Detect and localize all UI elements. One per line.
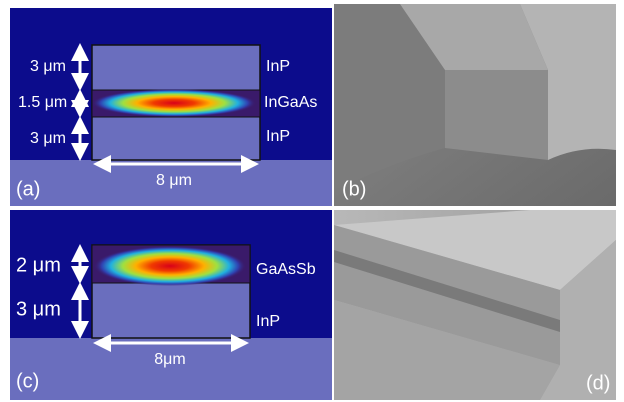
panel-c: 2 μm 3 μm GaAsSb InP 8μm (c) <box>10 210 332 400</box>
sem-ridge-face <box>445 70 548 160</box>
figure: 3 μm 1.5 μm 3 μm InP InGaAs InP 8 μm (a)… <box>0 0 624 402</box>
dimension-label: 1.5 μm <box>18 94 67 111</box>
dimension-label: 2 μm <box>16 254 61 276</box>
layer-label: InGaAs <box>264 94 317 111</box>
layer-label: InP <box>266 58 290 75</box>
panel-label: (a) <box>16 178 40 200</box>
width-label: 8 μm <box>156 172 192 189</box>
dimension-label: 3 μm <box>30 130 66 147</box>
optical-mode <box>92 89 256 117</box>
panel-label: (d) <box>586 372 610 394</box>
substrate <box>10 338 332 400</box>
panel-d: (d) <box>334 210 616 400</box>
optical-mode <box>94 246 246 286</box>
layer-label: GaAsSb <box>256 261 316 278</box>
dimension-label: 3 μm <box>16 298 61 320</box>
panel-label: (c) <box>16 370 39 392</box>
panel-label: (b) <box>342 178 366 200</box>
width-label: 8μm <box>154 351 185 368</box>
dimension-label: 3 μm <box>30 58 66 75</box>
layer-label: InP <box>266 128 290 145</box>
layer-label: InP <box>256 313 280 330</box>
panel-a: 3 μm 1.5 μm 3 μm InP InGaAs InP 8 μm (a) <box>10 8 332 206</box>
panel-b: (b) <box>334 4 616 206</box>
